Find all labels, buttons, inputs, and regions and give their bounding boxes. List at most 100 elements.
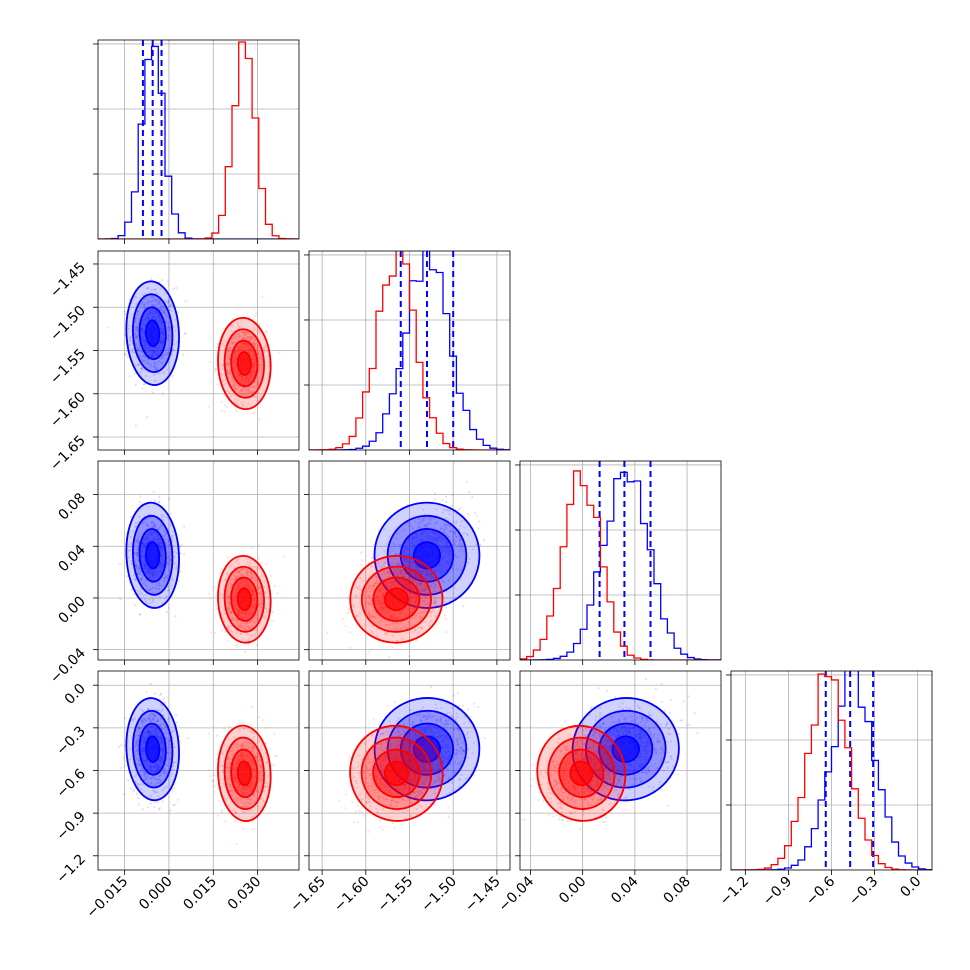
- sample-point: [242, 342, 245, 345]
- sample-point: [143, 334, 146, 337]
- sample-point: [411, 607, 414, 610]
- sample-point: [170, 310, 173, 313]
- sample-point: [357, 588, 360, 591]
- sample-point: [405, 587, 408, 591]
- sample-point: [414, 628, 417, 632]
- sample-point: [380, 612, 383, 615]
- sample-point: [251, 574, 254, 577]
- sample-point: [123, 310, 126, 313]
- sample-point: [246, 380, 249, 383]
- sample-point: [437, 544, 440, 547]
- sample-point: [141, 368, 144, 372]
- sample-point: [383, 549, 386, 552]
- sample-point: [459, 578, 463, 581]
- sample-point: [248, 562, 252, 565]
- sample-point: [226, 590, 229, 593]
- sample-point: [407, 521, 410, 525]
- sample-point: [250, 559, 253, 562]
- contour-line-1-3: [236, 587, 252, 612]
- sample-point: [442, 570, 445, 573]
- sample-point: [232, 601, 235, 604]
- sample-point: [346, 611, 349, 615]
- sample-point: [248, 586, 251, 589]
- sample-point: [231, 630, 234, 633]
- sample-point: [159, 547, 162, 550]
- sample-point: [254, 621, 257, 624]
- sample-point: [209, 597, 212, 600]
- sample-point: [457, 508, 460, 511]
- sample-point: [423, 607, 426, 610]
- sample-point: [418, 616, 421, 619]
- sample-point: [265, 330, 268, 333]
- sample-point: [418, 569, 421, 573]
- sample-point: [223, 404, 227, 407]
- sample-point: [155, 368, 158, 371]
- sample-point: [177, 311, 180, 314]
- sample-point: [245, 611, 248, 614]
- sample-point: [241, 585, 244, 588]
- sample-point: [403, 587, 406, 590]
- sample-point: [123, 793, 126, 796]
- sample-point: [453, 532, 456, 535]
- sample-point: [240, 613, 243, 616]
- sample-point: [231, 325, 235, 328]
- sample-point: [172, 348, 175, 351]
- sample-point: [234, 820, 237, 823]
- density-fill-1-3: [384, 588, 408, 611]
- sample-point: [236, 644, 239, 647]
- sample-point: [413, 520, 417, 523]
- sample-point: [166, 557, 169, 560]
- sample-point: [440, 527, 443, 530]
- sample-point: [248, 611, 251, 615]
- sample-point: [167, 556, 170, 559]
- sample-point: [422, 539, 425, 542]
- sample-point: [249, 377, 252, 380]
- sample-point: [424, 535, 427, 538]
- sample-point: [241, 616, 244, 619]
- sample-point: [140, 554, 143, 557]
- sample-point: [430, 577, 433, 580]
- sample-point: [392, 541, 395, 544]
- sample-point: [150, 521, 153, 524]
- sample-point: [459, 538, 462, 541]
- sample-point: [129, 515, 132, 519]
- sample-point: [159, 327, 162, 331]
- sample-point: [411, 589, 414, 592]
- sample-point: [136, 313, 139, 316]
- sample-point: [167, 301, 170, 304]
- sample-point: [160, 362, 164, 365]
- sample-point: [445, 500, 448, 503]
- sample-point: [237, 612, 240, 615]
- sample-point: [361, 559, 364, 562]
- sample-point: [451, 493, 454, 497]
- sample-point: [439, 547, 442, 550]
- sample-point: [232, 358, 235, 361]
- sample-point: [399, 572, 402, 575]
- sample-point: [140, 367, 143, 371]
- sample-point: [253, 606, 256, 609]
- sample-point: [228, 358, 231, 361]
- sample-point: [374, 616, 377, 620]
- sample-point: [368, 602, 371, 605]
- sample-point: [452, 531, 456, 534]
- sample-point: [217, 343, 220, 346]
- hist-series-0-param-2: [520, 471, 721, 660]
- sample-point: [161, 393, 164, 396]
- sample-point: [166, 564, 169, 567]
- sample-point: [390, 581, 393, 585]
- sample-point: [231, 376, 234, 379]
- sample-point: [370, 587, 373, 590]
- sample-point: [254, 338, 257, 341]
- sample-point: [415, 532, 418, 535]
- sample-point: [167, 561, 170, 565]
- sample-point: [247, 344, 250, 347]
- sample-point: [158, 587, 161, 591]
- sample-point: [160, 348, 163, 351]
- sample-point: [237, 375, 240, 378]
- sample-point: [155, 304, 158, 307]
- sample-point: [151, 355, 154, 358]
- sample-point: [384, 631, 387, 634]
- sample-point: [250, 369, 253, 373]
- sample-point: [153, 525, 156, 528]
- sample-point: [249, 371, 252, 374]
